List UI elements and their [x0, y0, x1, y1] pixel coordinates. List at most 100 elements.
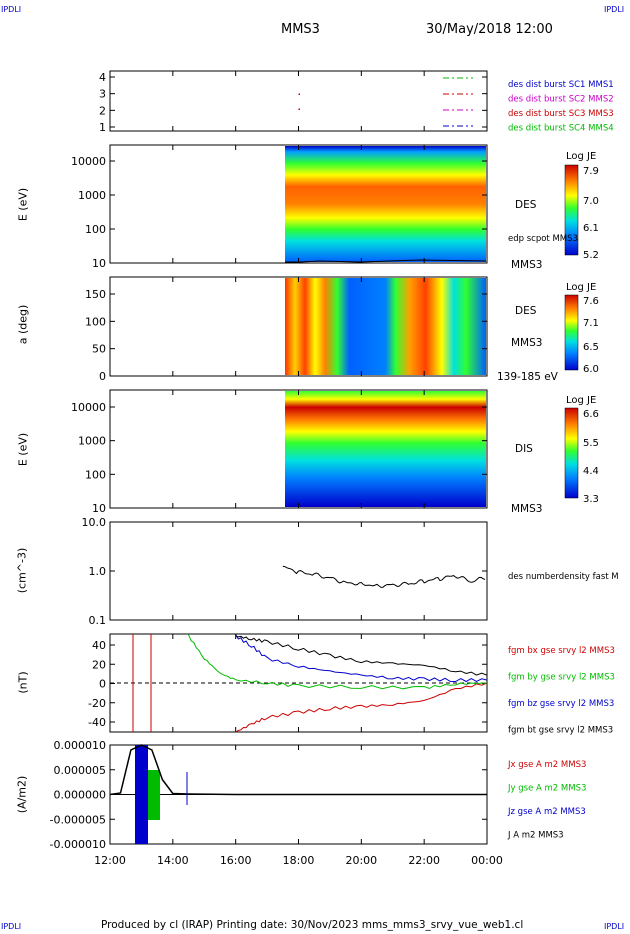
dis-energy-ytick-label: 10000: [71, 401, 106, 414]
burst-point: [298, 108, 300, 110]
xtick-label: 18:00: [283, 854, 315, 867]
side-label-des-energy: DES: [515, 199, 537, 211]
colorbar-title-des-pitch: Log JE: [566, 282, 597, 293]
current-ytick-label: 0.000010: [54, 739, 107, 752]
current-ytick-label: -0.000010: [50, 838, 106, 851]
des-energy-ytick-label: 100: [85, 223, 106, 236]
current-jy-burst: [148, 770, 160, 820]
colorbar-des-energy: [564, 164, 579, 256]
colorbar-tick-des-pitch-3: 6.0: [583, 364, 599, 375]
xtick-label: 14:00: [157, 854, 189, 867]
current-legend-2: Jz gse A m2 MMS3: [507, 807, 586, 817]
current-ytick-label: 0.000000: [54, 789, 107, 802]
des-energy-ytick-label: 1000: [78, 189, 106, 202]
des-pitch-ytick-label: 150: [85, 288, 106, 301]
xtick-label: 00:00: [471, 854, 503, 867]
density-ytick-label: 10.0: [82, 516, 107, 529]
footer-credits: Produced by cl (IRAP) Printing date: 30/…: [101, 919, 524, 931]
side-label-dis-energy: DIS: [515, 443, 533, 455]
colorbar-tick-dis-energy-0: 6.6: [583, 409, 599, 420]
bfield-ytick-label: 40: [92, 639, 106, 652]
dis-energy-ytick-label: 10: [92, 502, 106, 515]
current-legend-3: J A m2 MMS3: [507, 831, 564, 841]
colorbar-tick-des-energy-0: 7.9: [583, 166, 599, 177]
des-energy-ytick-label: 10: [92, 257, 106, 270]
current-j-line: [109, 744, 487, 796]
burst-legend-1: des dist burst SC2 MMS2: [508, 95, 614, 105]
current-legend-0: Jx gse A m2 MMS3: [507, 760, 586, 770]
bfield-legend-0: fgm bx gse srvy l2 MMS3: [508, 646, 615, 656]
ylabel-current: (A/m2): [15, 775, 29, 814]
density-legend-0: des numberdensity fast M: [508, 572, 619, 582]
bfield-legend-3: fgm bt gse srvy l2 MMS3: [508, 726, 613, 736]
xtick-label: 22:00: [408, 854, 440, 867]
xtick-label: 12:00: [94, 854, 126, 867]
current-ytick-label: -0.000005: [50, 813, 106, 826]
des-pitch-ytick-label: 0: [99, 370, 106, 383]
burst-ytick-label: 2: [99, 104, 106, 117]
density-line: [282, 565, 486, 588]
side-bottom-des-energy: MMS3: [511, 259, 543, 271]
colorbar-tick-des-energy-3: 5.2: [583, 250, 599, 261]
des-energy-ytick-label: 10000: [71, 155, 106, 168]
ylabel-des-pitch: a (deg): [16, 304, 30, 345]
bfield-legend-1: fgm by gse srvy l2 MMS3: [508, 673, 615, 683]
burst-ytick-label: 3: [99, 88, 106, 101]
ylabel-bfield: (nT): [16, 671, 30, 694]
des-pitch-ytick-label: 100: [85, 315, 106, 328]
bfield-line-3: [235, 635, 488, 676]
corner-label-top-right: IPDLI: [604, 5, 625, 14]
ylabel-des-energy: E (eV): [16, 187, 30, 222]
current-legend-1: Jy gse A m2 MMS3: [507, 784, 586, 794]
des-pitch-spectrogram: [285, 278, 486, 375]
colorbar-tick-des-energy-1: 7.0: [583, 196, 599, 207]
bfield-legend-2: fgm bz gse srvy l2 MMS3: [508, 699, 614, 709]
colorbar-title-dis-energy: Log JE: [566, 395, 597, 406]
burst-legend-2: des dist burst SC3 MMS3: [508, 109, 614, 119]
density-ytick-label: 0.1: [89, 614, 107, 627]
datetime-title: 30/May/2018 12:00: [426, 22, 553, 37]
bfield-ytick-label: 20: [92, 658, 106, 671]
colorbar-tick-des-energy-2: 6.1: [583, 223, 599, 234]
side-sub-des-energy: edp scpot MMS3: [508, 234, 578, 244]
density-ytick-label: 1.0: [89, 565, 107, 578]
bfield-line-2: [235, 634, 488, 683]
xtick-label: 20:00: [345, 854, 377, 867]
des-pitch-ytick-label: 50: [92, 343, 106, 356]
panel-frame-burst: [109, 70, 488, 132]
bfield-ytick-label: -40: [88, 716, 106, 729]
colorbar-tick-dis-energy-3: 3.3: [583, 494, 599, 505]
side-bottom-dis-energy: MMS3: [511, 503, 543, 515]
colorbar-tick-dis-energy-2: 4.4: [583, 466, 599, 477]
colorbar-des-pitch: [564, 294, 579, 371]
xtick-label: 16:00: [220, 854, 252, 867]
current-jz-burst: [135, 745, 148, 844]
colorbar-tick-des-pitch-1: 7.1: [583, 318, 599, 329]
des-energy-spectrogram: [285, 146, 486, 262]
burst-legend-0: des dist burst SC1 MMS1: [508, 80, 614, 90]
ylabel-density: (cm^-3): [15, 547, 29, 594]
burst-legend-3: des dist burst SC4 MMS4: [508, 124, 614, 134]
burst-point: [298, 93, 300, 95]
spacecraft-title: MMS3: [281, 22, 320, 37]
dis-energy-ytick-label: 1000: [78, 435, 106, 448]
colorbar-tick-des-pitch-2: 6.5: [583, 342, 599, 353]
side-mid-des-pitch: MMS3: [511, 337, 543, 349]
corner-label-bottom-left: IPDLI: [1, 922, 22, 931]
bfield-line-0: [235, 682, 488, 733]
scpot-line: [285, 259, 487, 263]
corner-label-bottom-right: IPDLI: [604, 922, 625, 931]
bfield-ytick-label: 0: [99, 678, 106, 691]
dis-energy-ytick-label: 100: [85, 468, 106, 481]
current-ytick-label: 0.000005: [54, 764, 107, 777]
corner-label-top-left: IPDLI: [1, 5, 22, 14]
burst-ytick-label: 1: [99, 121, 106, 134]
colorbar-tick-des-pitch-0: 7.6: [583, 296, 599, 307]
bfield-line-1: [188, 634, 488, 690]
bfield-ytick-label: -20: [88, 697, 106, 710]
colorbar-dis-energy: [564, 407, 579, 499]
side-label-des-pitch: DES: [515, 305, 537, 317]
side-bottom-des-pitch: 139-185 eV: [497, 371, 558, 383]
burst-ytick-label: 4: [99, 71, 106, 84]
dis-energy-spectrogram: [285, 391, 486, 507]
